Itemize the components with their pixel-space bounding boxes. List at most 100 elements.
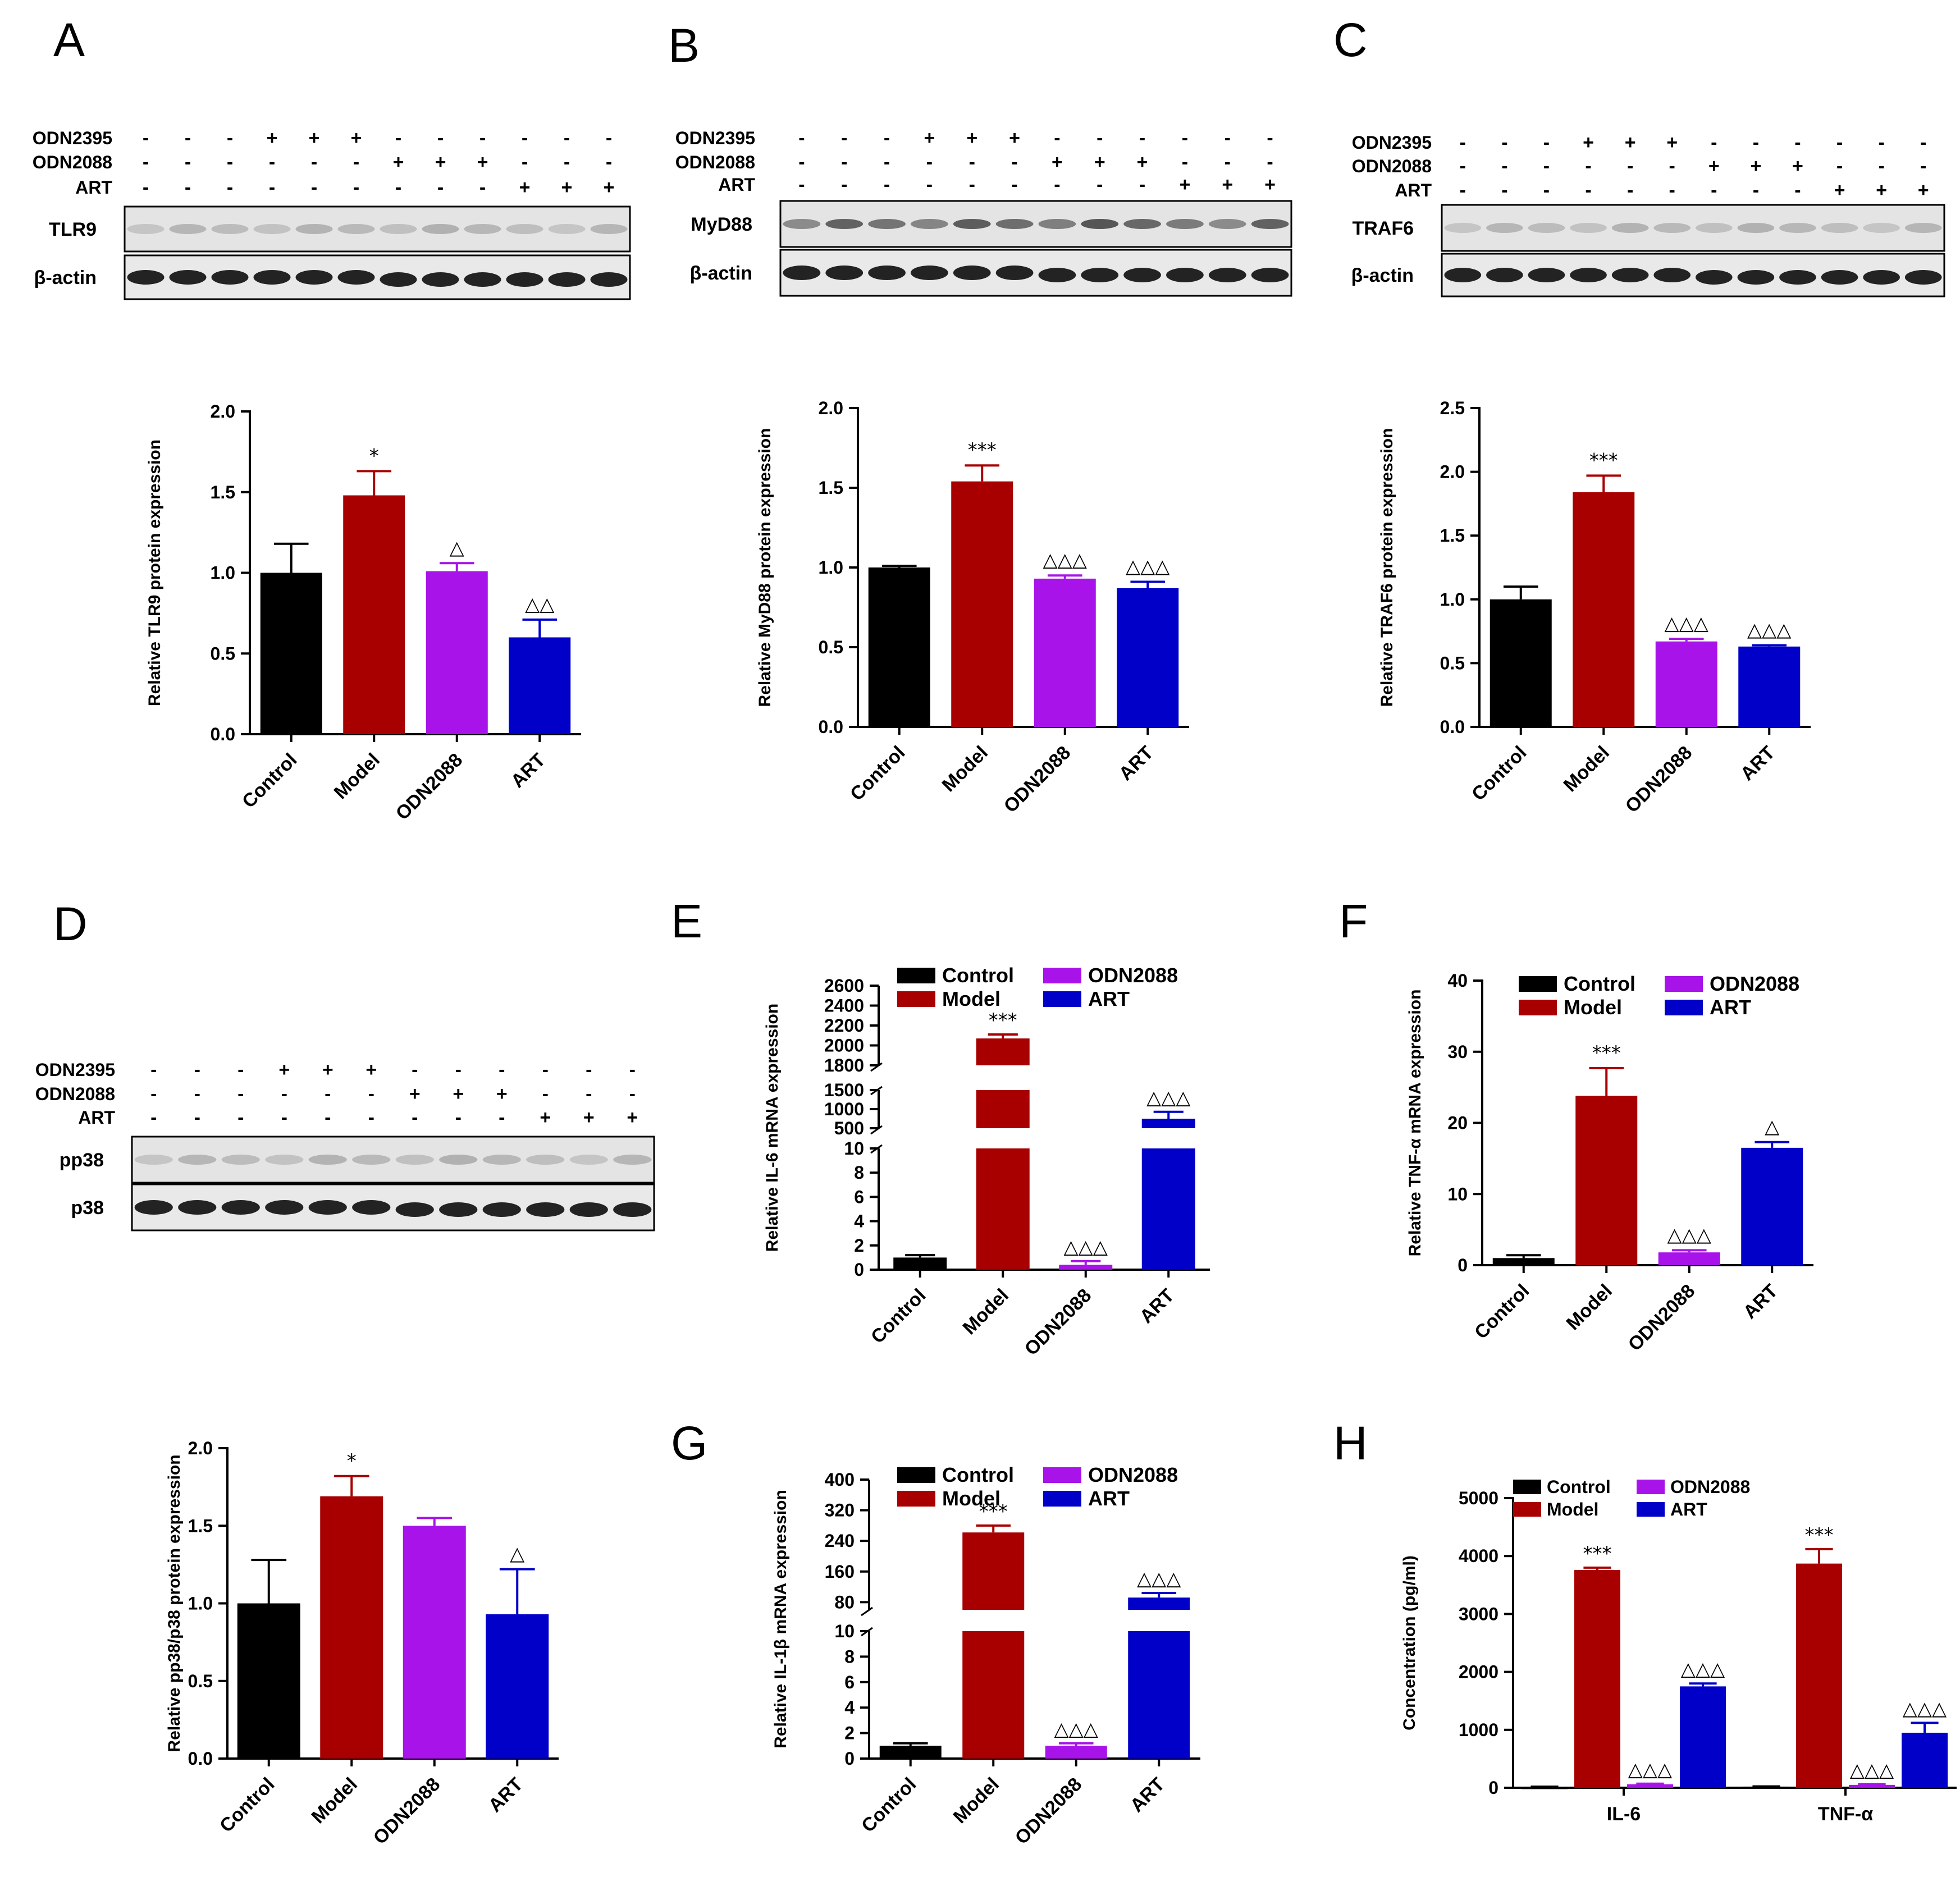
blot-C-band xyxy=(1779,223,1816,233)
chart-H-bar-model xyxy=(1574,1569,1620,1788)
chart-B-xlabel: ODN2088 xyxy=(1000,742,1075,817)
blot-C-sign: - xyxy=(1836,132,1843,153)
blot-A-band xyxy=(506,224,543,234)
chart-E-break-mark xyxy=(870,1144,883,1154)
chart-B-xlabel: Model xyxy=(938,742,992,796)
chart-E-xlabel: ODN2088 xyxy=(1021,1285,1096,1360)
chart-G-ytick-label: 80 xyxy=(834,1592,855,1612)
blot-C-sign: - xyxy=(1543,155,1550,177)
blot-D-sign: - xyxy=(368,1107,374,1128)
chart-C-xlabel: ART xyxy=(1737,742,1779,785)
chart-G-bar-art xyxy=(1128,1631,1190,1759)
chart-D-ytick-label: 0.5 xyxy=(188,1671,213,1691)
chart-F-ytick-label: 30 xyxy=(1447,1042,1468,1062)
blot-C-sign: - xyxy=(1711,132,1717,153)
blot-B-band xyxy=(825,219,864,229)
chart-C-ytick-label: 1.5 xyxy=(1440,525,1465,546)
blot-C-sign: + xyxy=(1750,155,1761,177)
legend-E-swatch xyxy=(1043,991,1081,1007)
blot-A-band xyxy=(548,224,586,234)
blot-D-band xyxy=(308,1200,347,1215)
blot-A-sign: + xyxy=(477,152,488,173)
chart-F-xlabel: ART xyxy=(1739,1280,1782,1323)
chart-A-ylabel: Relative TLR9 protein expression xyxy=(145,440,164,706)
blot-A-band xyxy=(422,224,459,234)
blot-A-treat-label: ART xyxy=(75,177,112,198)
chart-E-ytick-label: 6 xyxy=(854,1187,864,1207)
chart-F-ylabel: Relative TNF-α mRNA expression xyxy=(1406,990,1424,1257)
blot-C-sign: - xyxy=(1878,132,1884,153)
legend-E-label: ART xyxy=(1088,987,1130,1010)
chart-F-xlabel: Model xyxy=(1562,1280,1616,1334)
blot-B-sign: - xyxy=(1182,152,1188,173)
chart-D-xlabel: Model xyxy=(308,1774,362,1828)
blot-D-band xyxy=(221,1155,260,1165)
blot-D-band xyxy=(613,1202,652,1217)
chart-C-xlabel: Control xyxy=(1468,742,1530,805)
chart-F-annotation: △△△ xyxy=(1667,1224,1712,1246)
blot-A-sign: - xyxy=(269,177,275,198)
blot-A-sign: - xyxy=(606,152,612,173)
chart-G-ytick-label: 6 xyxy=(844,1672,855,1692)
chart-H-xlabel: IL-6 xyxy=(1607,1803,1641,1825)
blot-B-membrane xyxy=(779,200,1292,248)
blot-D-sign: - xyxy=(194,1107,200,1128)
chart-C-ytick-label: 0.5 xyxy=(1440,653,1465,673)
blot-A-sign: - xyxy=(522,127,528,149)
chart-G-ytick-label: 2 xyxy=(844,1723,855,1743)
chart-E-ytick-label: 1800 xyxy=(824,1055,864,1075)
chart-H-annotation: *** xyxy=(1583,1542,1612,1565)
chart-E-ytick-label: 500 xyxy=(834,1118,864,1138)
blot-C-sign: - xyxy=(1460,132,1466,153)
blot-A-sign: - xyxy=(564,127,570,149)
legend-H-swatch xyxy=(1637,1502,1665,1517)
blot-C-sign: - xyxy=(1753,180,1759,201)
blot-D-band xyxy=(308,1155,347,1165)
blot-A-membrane xyxy=(124,205,631,253)
chart-F-xlabel: ODN2088 xyxy=(1624,1280,1699,1356)
chart-E-bar-odn2088 xyxy=(1059,1265,1113,1270)
chart-C-ytick-label: 2.0 xyxy=(1440,462,1465,482)
legend-H-label: ODN2088 xyxy=(1670,1477,1750,1497)
panel-label-D: D xyxy=(53,898,88,950)
chart-C-xlabel: ODN2088 xyxy=(1621,742,1697,817)
blot-B-sign: - xyxy=(1139,127,1145,149)
blot-B-sign: - xyxy=(1054,127,1060,149)
blot-C-sign: + xyxy=(1876,180,1887,201)
chart-G-annotation: △△△ xyxy=(1054,1718,1099,1741)
legend-G-swatch xyxy=(897,1491,935,1507)
chart-H-ylabel: Concentration (pg/ml) xyxy=(1400,1555,1419,1730)
blot-B-sign: + xyxy=(1264,174,1276,195)
chart-C-bar-model xyxy=(1573,492,1635,727)
chart-E-xlabel: ART xyxy=(1136,1285,1178,1327)
blot-C-treat-label: ODN2395 xyxy=(1352,132,1432,153)
legend-F-label: Control xyxy=(1564,972,1635,995)
blot-D-band xyxy=(352,1200,391,1215)
blot-D-sign: - xyxy=(412,1059,418,1081)
blot-C-sign: - xyxy=(1711,180,1717,201)
blot-D-sign: - xyxy=(499,1059,505,1081)
chart-C-ytick-label: 2.5 xyxy=(1440,398,1465,418)
blot-C-membrane xyxy=(1441,204,1945,252)
blot-D-sign: - xyxy=(586,1059,592,1081)
blot-B-sign: - xyxy=(884,174,890,195)
chart-H-bar-control xyxy=(1522,1787,1568,1789)
legend-F-swatch xyxy=(1665,1000,1703,1015)
chart-H-ytick-label: 4000 xyxy=(1459,1546,1498,1566)
blot-B-sign: + xyxy=(966,127,977,149)
panel-label-E: E xyxy=(671,895,702,947)
chart-G-ytick-label: 10 xyxy=(834,1621,855,1641)
blot-D-sign: - xyxy=(150,1107,157,1128)
chart-G-bar-odn2088 xyxy=(1045,1746,1107,1759)
chart-B-ytick-label: 1.0 xyxy=(819,557,843,578)
chart-E-ytick-label: 10 xyxy=(844,1138,864,1159)
blot-B-band-label: MyD88 xyxy=(691,214,752,235)
blot-D-band xyxy=(482,1202,521,1217)
blot-C-sign: - xyxy=(1460,180,1466,201)
chart-D-bar-art xyxy=(486,1614,549,1759)
chart-F-xlabel: Control xyxy=(1470,1280,1533,1343)
blot-D-sign: - xyxy=(455,1059,462,1081)
chart-A-xlabel: ODN2088 xyxy=(392,749,467,825)
blot-A-sign: - xyxy=(311,152,317,173)
blot-D-sign: - xyxy=(455,1107,462,1128)
